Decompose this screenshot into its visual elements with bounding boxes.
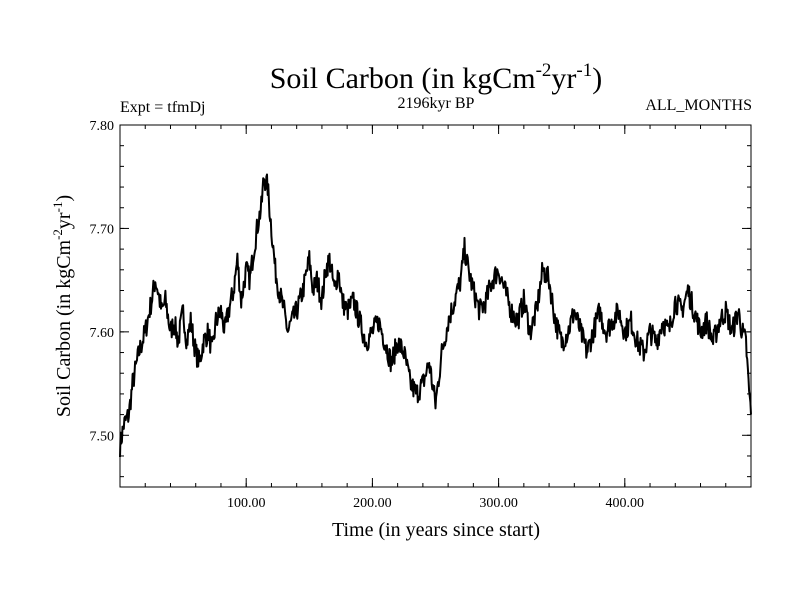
y-axis-label: Soil Carbon (in kgCm-2yr-1) [50,195,75,417]
y-tick-label: 7.50 [90,429,115,444]
x-tick-label: 300.00 [479,496,518,511]
axis-tick-labels: 100.00 200.00 300.00 400.00 7.50 7.60 7.70 7.80 [90,119,645,511]
y-tick-label: 7.70 [90,222,115,237]
x-tick-label: 100.00 [227,496,266,511]
subtitle-right: ALL_MONTHS [645,97,752,114]
x-tick-label: 400.00 [606,496,645,511]
chart-title: Soil Carbon (in kgCm-2yr-1) [270,60,603,95]
x-tick-label: 200.00 [353,496,392,511]
y-tick-label: 7.80 [90,119,115,134]
subtitle-center: 2196kyr BP [398,95,475,112]
subtitle-left: Expt = tfmDj [120,99,205,116]
axis-ticks [120,124,751,487]
series-line [119,173,752,458]
plot-frame [119,124,752,488]
y-tick-label: 7.60 [90,326,115,341]
x-axis-label: Time (in years since start) [332,519,540,541]
